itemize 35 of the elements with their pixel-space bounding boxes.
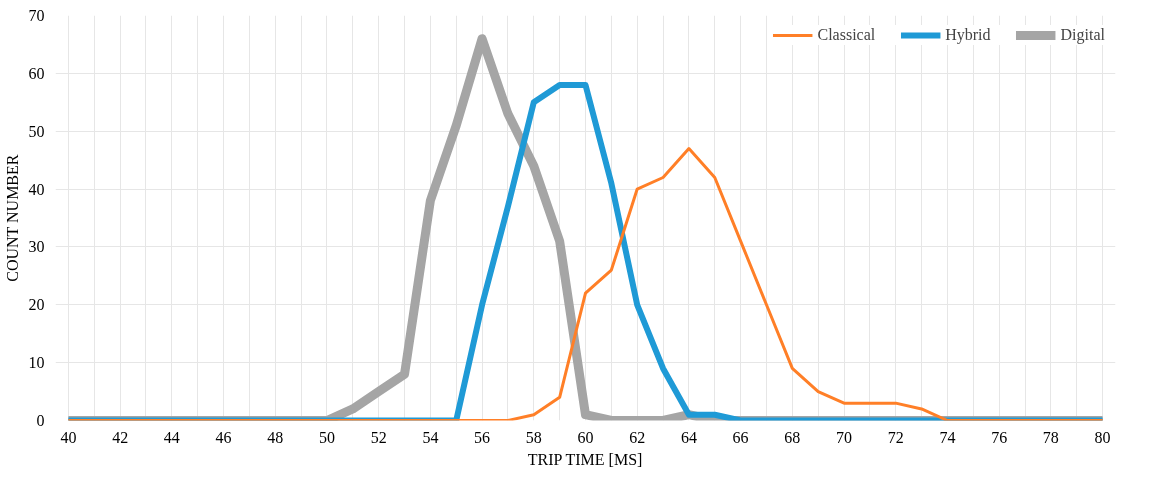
y-tick-label: 70 [28, 7, 45, 24]
x-tick-label: 46 [215, 428, 232, 446]
x-tick-label: 58 [525, 428, 542, 446]
x-tick-label: 52 [370, 428, 387, 446]
y-tick-label: 20 [28, 296, 45, 314]
y-tick-label: 40 [28, 180, 45, 198]
x-tick-label: 50 [318, 428, 335, 446]
x-tick-label: 44 [163, 428, 180, 446]
x-tick-label: 70 [836, 428, 853, 446]
x-tick-label: 62 [629, 428, 646, 446]
y-tick-label: 60 [28, 64, 45, 82]
legend-label: Digital [1060, 26, 1105, 44]
x-tick-label: 64 [680, 428, 697, 446]
x-tick-label: 60 [577, 428, 594, 446]
legend-label: Hybrid [945, 26, 991, 44]
x-tick-label: 80 [1094, 428, 1111, 446]
x-tick-label: 48 [267, 428, 284, 446]
x-tick-label: 42 [112, 428, 129, 446]
x-tick-label: 40 [60, 428, 77, 446]
y-tick-label: 50 [28, 122, 45, 140]
x-tick-label: 74 [939, 428, 956, 446]
x-tick-label: 54 [422, 428, 439, 446]
y-axis-title: COUNT NUMBER [3, 154, 21, 282]
legend-label: Classical [817, 26, 876, 44]
x-tick-label: 66 [732, 428, 749, 446]
x-tick-label: 56 [474, 428, 491, 446]
x-axis-title: TRIP TIME [MS] [527, 450, 643, 468]
x-tick-label: 72 [887, 428, 904, 446]
x-tick-label: 78 [1042, 428, 1059, 446]
y-tick-label: 0 [36, 412, 45, 429]
x-tick-label: 68 [784, 428, 801, 446]
line-series [66, 147, 1105, 421]
y-tick-label: 10 [28, 354, 45, 372]
x-tick-label: 76 [991, 428, 1008, 446]
y-tick-label: 30 [28, 238, 45, 256]
